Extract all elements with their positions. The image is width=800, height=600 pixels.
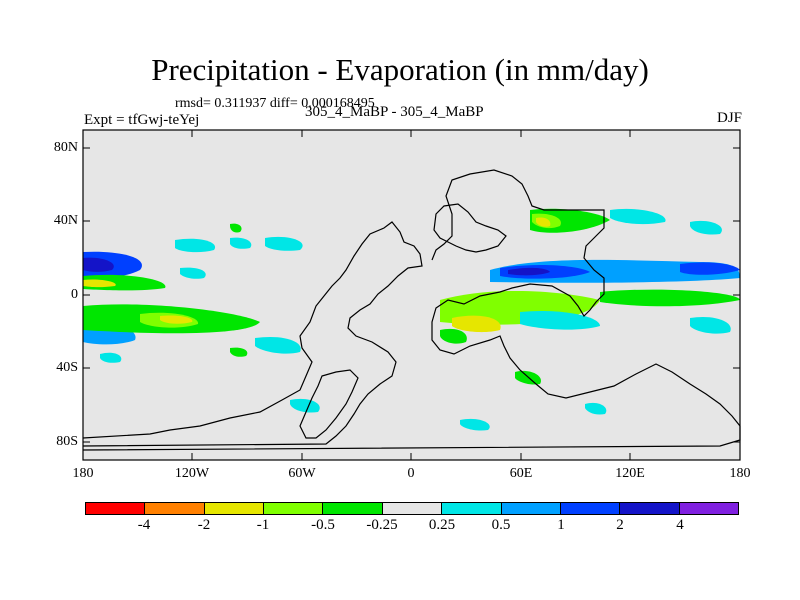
colorbar-box-5 (382, 503, 443, 514)
lon-label-120e: 120E (615, 466, 645, 481)
coastline-europe (433, 203, 507, 253)
field-blob (230, 347, 248, 357)
field-blob (440, 328, 467, 344)
field-blob (520, 310, 600, 330)
field-shading (83, 208, 740, 431)
colorbar-box-6 (442, 503, 502, 514)
field-blob (508, 267, 550, 276)
lon-label-180w: 180 (72, 466, 94, 481)
coastline-antarctic-peninsula (299, 369, 359, 439)
field-blob (175, 238, 216, 253)
colorbar (85, 502, 739, 515)
lat-label-40n: 40N (53, 213, 78, 228)
colorbar-box-9 (620, 503, 680, 514)
case-label: 305_4_MaBP - 305_4_MaBP (305, 104, 484, 120)
field-blob (690, 316, 731, 334)
colorbar-box-1 (145, 503, 205, 514)
expt-label: Expt = tfGwj-teYej (84, 112, 200, 128)
lon-label-180e: 180 (729, 466, 751, 481)
stats-label: rmsd= 0.311937 diff= 0.000168495 (175, 96, 375, 111)
field-blob (536, 217, 551, 227)
lon-label-60e: 60E (509, 466, 533, 481)
colorbar-box-4 (323, 503, 383, 514)
colorbar-box-7 (501, 503, 561, 514)
colorbar-label: -0.5 (311, 517, 335, 533)
field-blob (452, 315, 501, 333)
field-blob (265, 236, 303, 251)
coastline-africa-eurasia (82, 169, 741, 451)
field-blob (230, 223, 242, 233)
field-blob (290, 398, 320, 413)
colorbar-label: 4 (676, 517, 684, 533)
field-blob (690, 220, 722, 235)
colorbar-box-0 (86, 503, 146, 514)
colorbar-label: -4 (137, 517, 151, 533)
colorbar-label: -0.25 (366, 517, 398, 533)
field-blob (83, 257, 114, 272)
field-blob (585, 402, 607, 415)
field-blob (160, 315, 193, 324)
colorbar-label: 2 (616, 517, 624, 533)
field-blob (600, 289, 740, 307)
field-blob (100, 352, 122, 363)
lon-label-60w: 60W (288, 466, 316, 481)
lat-label-80s: 80S (56, 434, 78, 449)
field-blob (83, 279, 116, 288)
axis-ticks (83, 130, 740, 460)
colorbar-label: 0.5 (491, 517, 511, 533)
lat-label-80n: 80N (53, 140, 78, 155)
coastline-americas (82, 221, 423, 447)
field-blob (255, 336, 301, 354)
lon-label-0: 0 (407, 466, 415, 481)
lon-label-120w: 120W (174, 466, 210, 481)
figure-title: Precipitation - Evaporation (in mm/day) (151, 52, 649, 87)
field-blob (460, 418, 490, 431)
colorbar-label: 1 (557, 517, 565, 533)
colorbar-box-8 (560, 503, 621, 514)
colorbar-box-2 (204, 503, 265, 514)
colorbar-label: -2 (197, 517, 211, 533)
lat-label-0: 0 (71, 287, 78, 302)
field-blob (180, 267, 206, 279)
field-blob (230, 237, 252, 249)
colorbar-box-3 (264, 503, 324, 514)
colorbar-label: 0.25 (428, 517, 456, 533)
lat-label-40s: 40S (56, 360, 78, 375)
colorbar-label: -1 (256, 517, 270, 533)
field-blob (610, 208, 666, 225)
colorbar-box-10 (679, 503, 738, 514)
coastlines (82, 169, 741, 451)
season-label: DJF (716, 110, 742, 126)
field-blob (680, 262, 740, 275)
